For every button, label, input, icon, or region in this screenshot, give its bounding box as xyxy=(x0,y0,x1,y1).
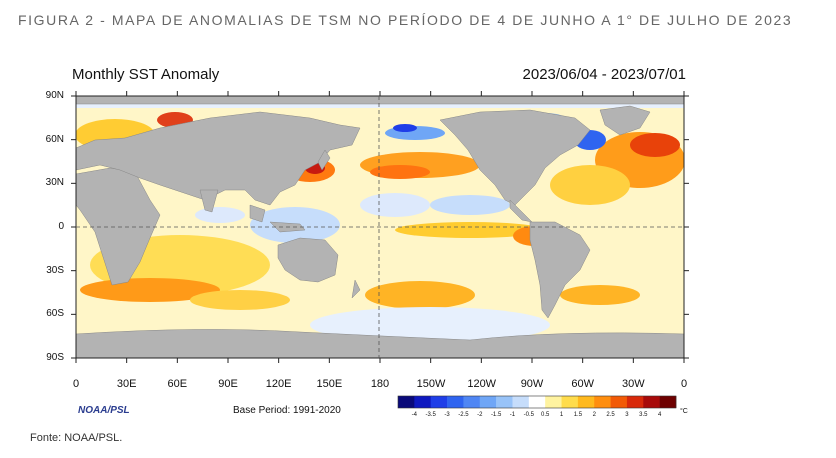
colorbar-tick-label: -4 xyxy=(411,412,418,418)
lon-label: 180 xyxy=(370,378,390,390)
source-note: Fonte: NOAA/PSL. xyxy=(30,432,123,444)
colorbar-tick-label: -1.5 xyxy=(490,412,502,418)
colorbar-tick-label: -3.5 xyxy=(425,412,436,418)
lon-label: 30E xyxy=(116,378,137,390)
colorbar-swatch xyxy=(512,396,530,408)
colorbar-swatch xyxy=(610,396,628,408)
colorbar-swatch xyxy=(398,396,415,408)
colorbar-tick-label: -2 xyxy=(477,412,483,418)
colorbar-tick-label: 1.5 xyxy=(573,412,583,418)
lat-label: 60S xyxy=(46,308,64,320)
lon-label: 0 xyxy=(680,378,688,390)
lon-label: 150E xyxy=(316,378,343,390)
colorbar-swatch xyxy=(463,396,481,408)
lon-label: 60W xyxy=(571,378,594,390)
colorbar-tick-label: -0.5 xyxy=(523,412,534,418)
lat-label: 90N xyxy=(45,90,64,101)
colorbar-tick-label: 3 xyxy=(625,412,629,418)
lat-label: 30S xyxy=(46,264,64,276)
colorbar-tick-label: -2.5 xyxy=(458,412,469,418)
colorbar-tick-label: 3.5 xyxy=(639,412,648,418)
colorbar-tick-label: 4 xyxy=(657,412,662,418)
colorbar-swatch xyxy=(561,396,579,408)
colorbar-tick-label: 2.5 xyxy=(606,412,615,418)
colorbar-unit: °C xyxy=(680,408,688,415)
lon-label: 90W xyxy=(520,378,544,390)
lat-label: 90S xyxy=(46,352,64,363)
base-period: Base Period: 1991-2020 xyxy=(233,405,341,416)
lon-label: 120E xyxy=(265,378,292,390)
colorbar-swatch xyxy=(414,396,432,408)
colorbar-swatch xyxy=(496,396,513,408)
figure-caption: FIGURA 2 - MAPA DE ANOMALIAS DE TSM NO P… xyxy=(18,12,793,28)
lat-label: 0 xyxy=(58,221,64,232)
colorbar-swatch xyxy=(528,396,546,408)
colorbar-swatch xyxy=(577,396,595,408)
colorbar-tick-label: 2 xyxy=(592,412,596,418)
colorbar-tick-label: -3 xyxy=(444,412,450,418)
lat-label: 30N xyxy=(45,177,64,189)
lon-label: 150W xyxy=(416,378,446,390)
lat-label: 60N xyxy=(45,133,64,145)
lon-label: 30W xyxy=(622,378,645,390)
colorbar-tick-label: -1 xyxy=(509,412,516,418)
noaa-credit: NOAA/PSL xyxy=(78,405,130,416)
colorbar-swatch xyxy=(447,396,464,408)
colorbar-tick-label: 0.5 xyxy=(541,412,550,418)
lon-label: 60E xyxy=(167,378,188,390)
colorbar-swatch xyxy=(626,396,644,408)
lon-label: 90E xyxy=(218,378,238,390)
colorbar-swatch xyxy=(479,396,497,408)
colorbar xyxy=(397,395,677,409)
colorbar-swatch xyxy=(659,396,677,408)
colorbar-swatch xyxy=(430,396,448,408)
land-masses xyxy=(76,96,684,358)
lon-label: 0 xyxy=(72,378,80,390)
lon-label: 120W xyxy=(467,378,497,390)
colorbar-tick-label: 1 xyxy=(559,412,564,418)
colorbar-swatch xyxy=(643,396,660,408)
colorbar-swatch xyxy=(545,396,562,408)
map-period: 2023/06/04 - 2023/07/01 xyxy=(522,66,686,83)
map-title: Monthly SST Anomaly xyxy=(72,66,220,83)
colorbar-swatch xyxy=(594,396,611,408)
